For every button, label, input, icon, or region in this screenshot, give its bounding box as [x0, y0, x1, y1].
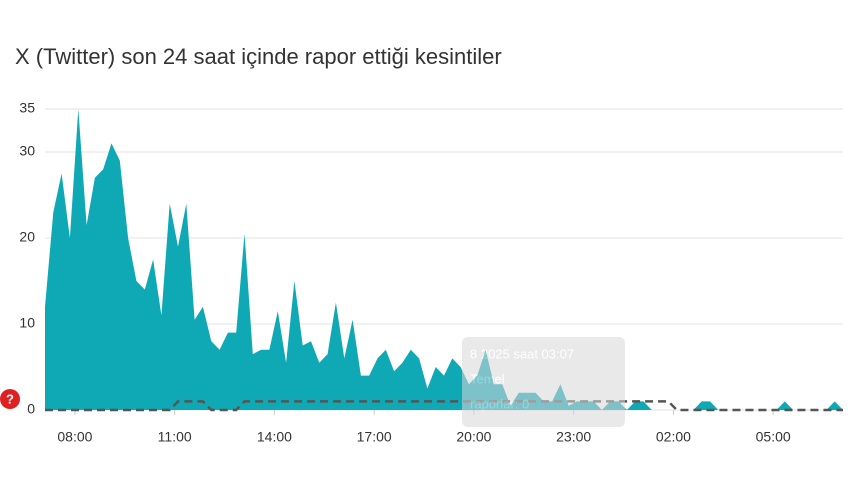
help-circle	[0, 389, 20, 409]
y-tick-label: 30	[19, 143, 35, 159]
reports-area	[45, 109, 843, 410]
x-tick-label: 11:00	[158, 429, 192, 445]
help-icon[interactable]: ?	[0, 389, 20, 409]
tooltip-line: 8 2025 saat 03:07	[470, 346, 574, 361]
x-tick-label: 17:00	[357, 429, 392, 445]
x-tick-label: 08:00	[57, 429, 92, 445]
tooltip-line: Temel	[470, 371, 505, 386]
tooltip: 8 2025 saat 03:07 Temel raporlar: 0	[462, 337, 625, 427]
chart-title: X (Twitter) son 24 saat içinde rapor ett…	[15, 44, 502, 69]
x-tick-label: 05:00	[756, 429, 791, 445]
y-tick-label: 35	[19, 100, 35, 116]
x-tick-label: 23:00	[556, 429, 591, 445]
tooltip-line: raporlar: 0	[470, 396, 529, 411]
x-tick-label: 14:00	[257, 429, 292, 445]
x-tick-label: 20:00	[456, 429, 491, 445]
y-tick-label: 10	[19, 315, 35, 331]
tooltip-box	[462, 337, 625, 427]
baseline-line	[45, 400, 843, 412]
x-tick-label: 02:00	[656, 429, 691, 445]
y-tick-label: 20	[19, 229, 35, 245]
y-tick-label: 0	[27, 401, 35, 417]
help-mark: ?	[6, 391, 14, 406]
